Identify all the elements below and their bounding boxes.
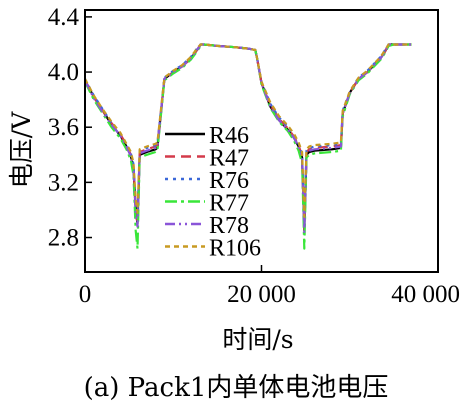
figure-caption: (a) Pack1内单体电池电压: [84, 373, 389, 403]
legend-label-r76: R76: [209, 168, 249, 194]
x-tick-label: 0: [79, 281, 92, 308]
y-tick-label: 3.2: [48, 169, 79, 196]
legend-label-r46: R46: [209, 123, 249, 149]
x-tick-label: 20 000: [227, 281, 296, 308]
y-tick-label: 4.4: [48, 4, 80, 31]
x-axis-label: 时间/s: [222, 325, 293, 354]
series-layer: [84, 43, 412, 250]
y-tick-label: 3.6: [48, 114, 79, 141]
legend-label-r106: R106: [209, 236, 261, 262]
legend-label-r47: R47: [209, 146, 249, 172]
y-tick-label: 4.0: [48, 59, 79, 86]
y-axis-label: 电压/V: [7, 111, 36, 188]
x-tick-label: 40 000: [391, 281, 460, 308]
legend-label-r77: R77: [209, 191, 249, 217]
series-line-r106: [84, 43, 412, 218]
legend-label-r78: R78: [209, 213, 249, 239]
y-tick-label: 2.8: [48, 225, 79, 252]
ticks-layer: 2.8 3.2 3.6 4.0 4.4 0 20 000 40 000: [48, 4, 460, 308]
